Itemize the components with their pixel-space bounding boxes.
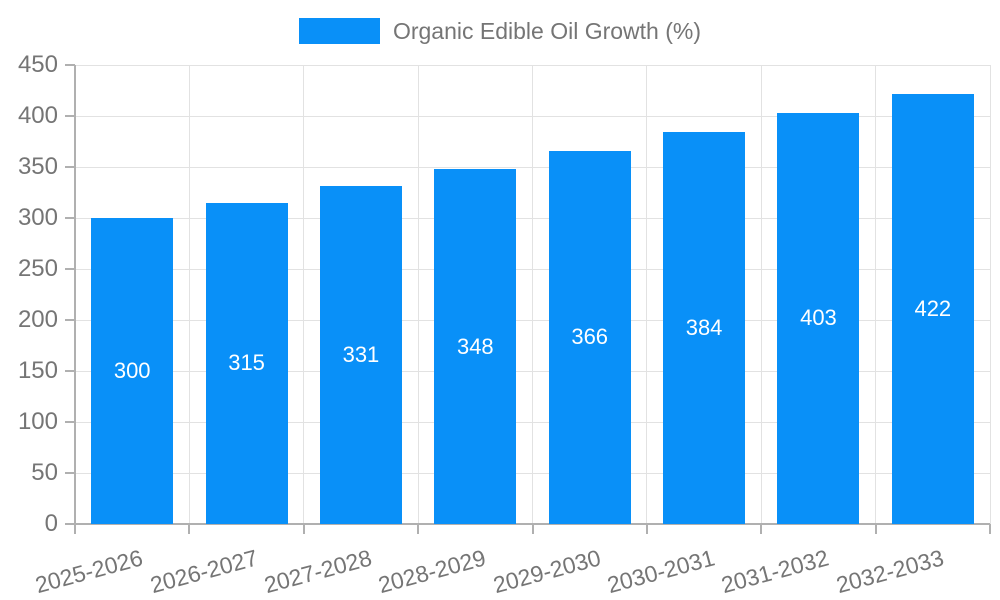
y-tick-label: 100	[17, 408, 58, 435]
y-tick-label: 150	[17, 357, 58, 384]
y-tick-label: 250	[17, 255, 58, 282]
bar[interactable]	[548, 150, 631, 524]
legend[interactable]: Organic Edible Oil Growth (%)	[0, 18, 1000, 44]
bar[interactable]	[205, 202, 288, 524]
y-tick-label: 400	[17, 102, 58, 129]
bar[interactable]	[91, 218, 174, 524]
y-tick-mark	[65, 472, 75, 474]
gridline-x	[532, 65, 533, 524]
bar-value-label: 300	[113, 358, 151, 383]
x-tick-mark	[417, 524, 420, 534]
bar-value-label: 315	[228, 350, 265, 376]
gridline-x	[188, 65, 190, 524]
y-tick-mark	[65, 268, 75, 270]
x-axis-line	[65, 523, 990, 525]
bar-value-label: 403	[800, 305, 837, 331]
x-tick-mark	[760, 524, 763, 534]
gridline-x	[760, 65, 762, 524]
bar-value-label: 331	[342, 342, 380, 368]
y-tick-mark	[65, 370, 75, 372]
y-tick-mark	[65, 64, 75, 66]
y-tick-label: 50	[31, 459, 58, 486]
x-tick-mark	[874, 524, 877, 534]
bar[interactable]	[891, 93, 974, 524]
y-tick-label: 350	[17, 153, 58, 180]
y-tick-label: 200	[17, 306, 58, 333]
x-tick-mark	[531, 524, 534, 534]
bar-value-label: 348	[456, 333, 494, 359]
x-tick-mark	[645, 524, 648, 534]
bar-value-label: 366	[571, 324, 609, 350]
gridline-x	[646, 65, 648, 524]
bar-value-label: 422	[914, 295, 952, 321]
y-tick-label: 450	[17, 51, 58, 78]
gridline-x	[417, 65, 419, 524]
y-tick-mark	[65, 166, 75, 168]
x-tick-mark	[989, 524, 991, 534]
x-tick-mark	[188, 524, 191, 534]
legend-label: Organic Edible Oil Growth (%)	[392, 18, 702, 44]
x-tick-mark	[302, 524, 305, 534]
y-tick-mark	[65, 319, 75, 321]
legend-swatch	[298, 18, 380, 44]
bar[interactable]	[663, 132, 746, 524]
y-tick-label: 300	[17, 204, 58, 231]
gridline-x	[875, 65, 877, 524]
y-tick-label: 0	[44, 510, 58, 537]
y-tick-mark	[65, 115, 75, 117]
y-axis-line	[74, 65, 76, 534]
bar[interactable]	[434, 169, 517, 524]
bar-value-label: 384	[685, 315, 723, 341]
bar[interactable]	[777, 112, 860, 524]
y-tick-mark	[65, 217, 75, 219]
gridline-x	[303, 65, 305, 524]
bar[interactable]	[319, 186, 402, 524]
y-tick-mark	[65, 421, 75, 423]
gridline-x	[989, 65, 991, 524]
